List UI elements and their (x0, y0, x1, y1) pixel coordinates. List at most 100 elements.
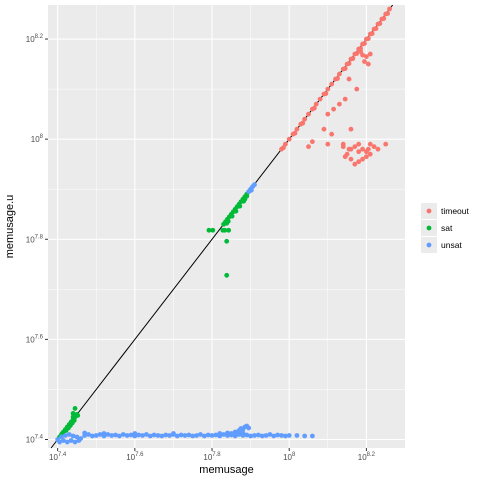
data-point-unsat (57, 439, 62, 445)
data-point-timeout (356, 159, 362, 165)
data-point-unsat (155, 433, 161, 438)
data-point-unsat (309, 433, 315, 439)
data-point-unsat (186, 432, 192, 438)
data-point-unsat (267, 432, 273, 437)
data-point-timeout (346, 61, 352, 66)
x-tick-label: 107.8 (203, 452, 221, 462)
data-point-timeout (292, 130, 298, 136)
data-point-unsat (271, 433, 277, 439)
y-tick-label: 107.8 (26, 234, 44, 244)
data-point-timeout (373, 26, 379, 31)
data-point-timeout (342, 66, 348, 71)
data-point-unsat (66, 432, 72, 437)
data-point-timeout (381, 16, 387, 21)
data-point-unsat (248, 187, 254, 193)
data-point-timeout (335, 76, 340, 81)
data-point-unsat (252, 182, 257, 188)
data-point-timeout (375, 146, 381, 152)
data-point-timeout (346, 76, 352, 82)
data-point-timeout (340, 144, 346, 150)
data-point-timeout (282, 141, 288, 147)
data-point-unsat (240, 430, 246, 436)
data-point-unsat (113, 432, 118, 438)
data-point-sat (233, 208, 239, 214)
data-point-unsat (68, 438, 74, 443)
data-point-sat (70, 411, 76, 416)
data-point-unsat (167, 433, 172, 438)
data-point-unsat (263, 433, 269, 438)
data-point-timeout (354, 86, 360, 92)
data-point-sat (206, 227, 212, 233)
data-point-unsat (194, 433, 199, 438)
plot-panel (48, 5, 405, 448)
data-point-unsat (246, 425, 252, 431)
data-point-unsat (120, 432, 126, 437)
x-tick-label: 108 (283, 452, 296, 462)
axes-layer: 107.4 107.6 107.8 108 108.2 107.4 107.6 107.8 10… (26, 34, 376, 462)
data-point-timeout (367, 51, 373, 57)
data-point-timeout (387, 6, 392, 12)
legend-marker-unsat (426, 242, 432, 248)
data-point-unsat (132, 431, 138, 436)
data-point-unsat (117, 433, 122, 439)
data-point-timeout (336, 71, 342, 77)
data-point-timeout (346, 146, 352, 152)
data-point-unsat (61, 438, 66, 443)
data-point-unsat (244, 432, 250, 438)
data-point-unsat (213, 432, 219, 438)
data-point-unsat (182, 433, 188, 438)
y-axis-title: memusage.u (4, 195, 16, 259)
data-point-unsat (82, 430, 88, 436)
data-point-timeout (352, 144, 358, 150)
data-point-unsat (101, 431, 107, 436)
data-point-unsat (201, 433, 207, 439)
data-point-unsat (62, 433, 68, 438)
data-point-timeout (281, 145, 286, 151)
data-point-timeout (329, 131, 335, 137)
y-tick-label: 108 (31, 134, 44, 144)
data-point-unsat (252, 433, 257, 438)
data-point-unsat (259, 433, 265, 439)
data-point-timeout (317, 96, 323, 102)
grid-lines (48, 5, 405, 448)
data-point-timeout (360, 156, 365, 162)
data-point-timeout (360, 52, 365, 58)
data-point-unsat (228, 431, 234, 436)
data-point-unsat (147, 433, 153, 439)
data-point-unsat (294, 433, 300, 438)
data-point-timeout (358, 49, 364, 54)
data-point-timeout (364, 154, 369, 160)
data-point-sat (222, 227, 228, 233)
y-tick-label: 107.6 (26, 334, 44, 344)
x-tick-label: 108.2 (358, 452, 376, 462)
legend-marker-timeout (426, 208, 432, 214)
data-point-timeout (325, 86, 331, 92)
data-point-unsat (128, 432, 134, 438)
legend-label-sat: sat (441, 223, 453, 233)
data-point-unsat (74, 434, 80, 440)
data-point-sat (75, 413, 81, 418)
data-point-timeout (311, 105, 317, 111)
data-point-timeout (377, 21, 383, 26)
data-point-timeout (385, 11, 391, 16)
data-point-unsat (236, 431, 242, 436)
data-point-sat (210, 227, 216, 233)
data-point-sat (225, 218, 231, 224)
data-point-unsat (72, 439, 78, 445)
data-point-timeout (342, 154, 348, 160)
data-point-timeout (286, 136, 292, 142)
data-point-unsat (124, 433, 130, 438)
data-point-sat (224, 238, 230, 244)
data-point-timeout (325, 111, 331, 117)
points-layer (55, 6, 392, 445)
data-point-timeout (348, 156, 354, 162)
data-point-sat (72, 406, 78, 411)
y-tick-label: 107.4 (26, 434, 44, 444)
data-point-unsat (151, 432, 157, 438)
legend: timeout sat unsat (421, 203, 470, 253)
data-point-unsat (232, 429, 238, 435)
data-point-timeout (348, 126, 354, 132)
data-point-timeout (294, 126, 300, 132)
legend-label-timeout: timeout (441, 206, 470, 216)
